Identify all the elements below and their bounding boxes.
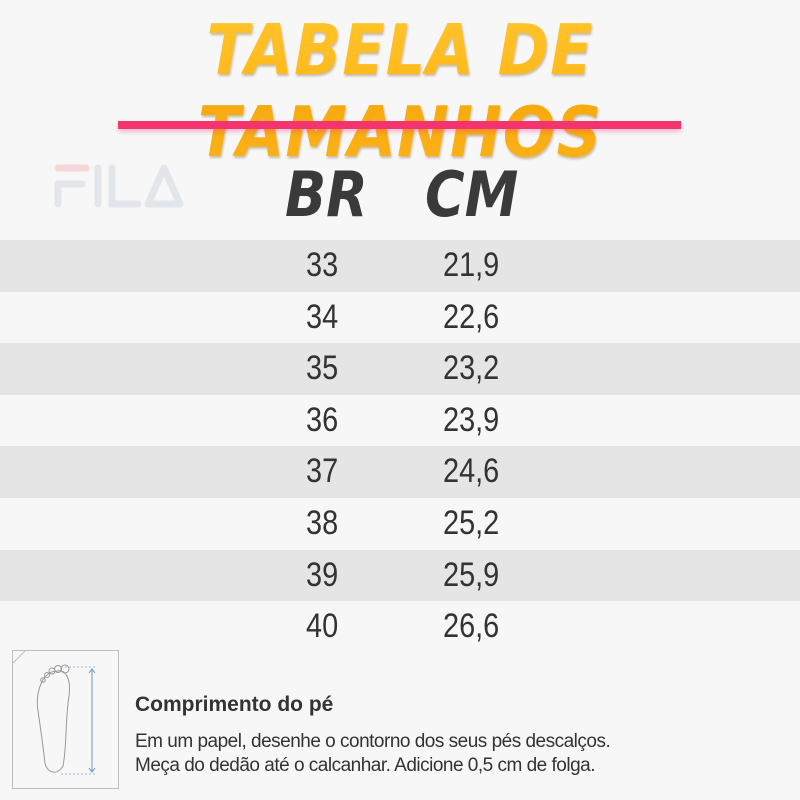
cm-length-cell: 24,6 <box>443 452 500 491</box>
cm-length-cell: 23,2 <box>443 349 500 388</box>
table-row: 37 24,6 <box>0 446 800 498</box>
cm-length-cell: 26,6 <box>443 607 500 646</box>
cm-length-cell: 21,9 <box>443 246 500 284</box>
column-header-br: BR <box>285 158 368 231</box>
br-size-cell: 39 <box>306 555 339 594</box>
cm-length-cell: 23,9 <box>443 400 500 439</box>
table-row: 38 25,2 <box>0 498 800 550</box>
cm-length-cell: 22,6 <box>443 297 500 336</box>
table-row: 35 23,2 <box>0 343 800 395</box>
table-row: 40 26,6 <box>0 601 800 653</box>
page-title: TABELA DE TAMANHOS <box>0 9 800 173</box>
instructions-line-2: Meça do dedão até o calcanhar. Adicione … <box>135 755 596 776</box>
cm-length-cell: 25,2 <box>443 504 500 542</box>
fila-logo <box>54 164 184 208</box>
title-underline <box>118 121 681 129</box>
br-size-cell: 35 <box>306 349 339 388</box>
table-row: 36 23,9 <box>0 395 800 447</box>
table-row: 33 21,9 <box>0 240 800 292</box>
br-size-cell: 37 <box>306 452 339 491</box>
column-header-cm: CM <box>425 158 519 231</box>
br-size-cell: 36 <box>306 400 339 439</box>
instructions-line-1: Em um papel, desenhe o contorno dos seus… <box>135 731 611 752</box>
br-size-cell: 34 <box>306 297 339 336</box>
br-size-cell: 40 <box>306 607 339 646</box>
br-size-cell: 33 <box>306 246 339 284</box>
cm-length-cell: 25,9 <box>443 555 500 594</box>
table-row: 34 22,6 <box>0 292 800 344</box>
table-row: 39 25,9 <box>0 549 800 602</box>
foot-measure-icon <box>12 650 119 789</box>
br-size-cell: 38 <box>306 504 339 542</box>
instructions-title: Comprimento do pé <box>135 693 334 716</box>
